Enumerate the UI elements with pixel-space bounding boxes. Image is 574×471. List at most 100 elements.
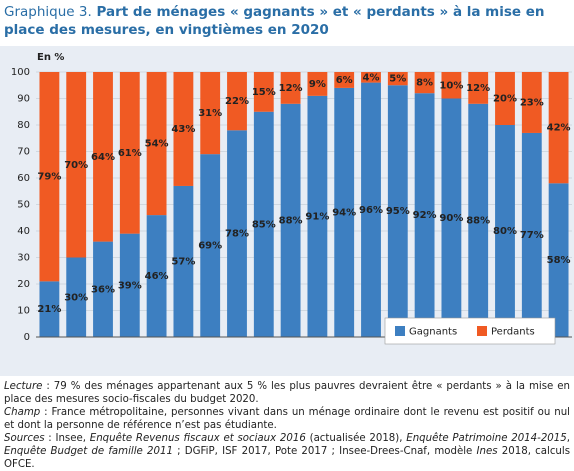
value-label: 61% (118, 148, 142, 159)
bar-segment (93, 72, 113, 242)
value-label: 23% (520, 97, 544, 108)
chart: En % 0 10 20 30 40 50 60 70 80 90 100 21% 79% 30% 70% 3… (0, 46, 574, 376)
note: Sources : Insee, Enquête Revenus fiscaux… (4, 432, 570, 471)
value-label: 30% (64, 292, 88, 303)
value-label: 12% (466, 83, 490, 94)
bar-segment (200, 72, 221, 155)
note-text: Enquête Budget de famille 2011 (4, 446, 173, 457)
note-text: : Insee, (44, 433, 90, 444)
bar-segment (39, 72, 60, 282)
bar-segment (66, 72, 87, 258)
note-text: Champ (4, 407, 41, 418)
y-tick-label: 40 (17, 226, 30, 237)
value-label: 91% (305, 211, 329, 222)
note-text: : 79 % des ménages appartenant aux 5 % l… (4, 381, 570, 405)
title-text: Part de ménages « gagnants » et « perdan… (4, 4, 545, 38)
value-label: 15% (252, 87, 276, 98)
bar-segment (66, 257, 87, 337)
bar-segment (414, 72, 435, 94)
y-tick-label: 0 (24, 332, 30, 343)
note-text: Lecture (4, 381, 43, 392)
bar-segment (495, 72, 515, 125)
bar-segment (39, 281, 60, 337)
value-label: 36% (91, 284, 115, 295)
note-text: ; DGFiP, ISF 2017, Pote 2017 ; Insee-Dre… (172, 446, 477, 457)
y-tick-label: 80 (17, 120, 30, 131)
value-label: 6% (336, 75, 353, 86)
value-label: 12% (279, 83, 303, 94)
bar-segment (307, 72, 328, 96)
y-axis-label: En % (37, 52, 64, 63)
bar-segment (146, 72, 167, 216)
y-tick-label: 70 (17, 147, 30, 158)
legend-label: Perdants (491, 327, 535, 338)
bar-segment (253, 72, 274, 112)
value-label: 57% (171, 256, 195, 267)
value-label: 9% (309, 79, 326, 90)
bar-segment (119, 233, 140, 337)
note-text: (actualisée 2018), (305, 433, 407, 444)
legend-label: Gagnants (409, 327, 457, 338)
value-label: 79% (37, 172, 61, 183)
note: Lecture : 79 % des ménages appartenant a… (4, 380, 570, 406)
bar-segment (307, 95, 328, 337)
y-tick-label: 30 (17, 253, 30, 264)
value-label: 85% (252, 219, 276, 230)
bar-segment (361, 82, 381, 337)
bar-segment (119, 72, 140, 234)
bar-segment (387, 85, 408, 337)
legend: Gagnants Perdants (384, 317, 556, 345)
bar-segment (334, 72, 355, 88)
value-label: 94% (332, 207, 356, 218)
bar-segment (441, 72, 462, 99)
value-label: 42% (547, 123, 571, 134)
bar-segment (227, 130, 247, 337)
note-text: Ines (476, 446, 498, 457)
value-label: 80% (493, 226, 517, 237)
bar-segment (146, 215, 167, 337)
bar-segment (521, 72, 542, 133)
y-tick-label: 60 (17, 173, 30, 184)
value-label: 21% (37, 304, 61, 315)
value-label: 64% (91, 152, 115, 163)
y-tick-label: 100 (11, 67, 30, 78)
value-label: 77% (520, 230, 544, 241)
value-label: 58% (547, 255, 571, 266)
bar-segment (227, 72, 247, 131)
bar-segment (173, 72, 194, 186)
value-label: 96% (359, 205, 383, 216)
bar-segment (200, 154, 221, 337)
value-label: 20% (493, 94, 517, 105)
value-label: 10% (439, 80, 463, 91)
bar-segment (334, 87, 355, 338)
value-label: 8% (416, 78, 433, 89)
value-label: 22% (225, 96, 249, 107)
value-label: 88% (466, 215, 490, 226)
legend-swatch (477, 326, 487, 336)
value-label: 39% (118, 280, 142, 291)
value-label: 95% (386, 206, 410, 217)
value-label: 90% (439, 213, 463, 224)
value-label: 69% (198, 241, 222, 252)
bar-segment (414, 93, 435, 337)
notes: Lecture : 79 % des ménages appartenant a… (4, 380, 570, 471)
title: Graphique 3. Part de ménages « gagnants … (4, 3, 570, 39)
value-label: 88% (279, 215, 303, 226)
bar-segment (441, 98, 462, 337)
note-text: , (566, 433, 571, 444)
bar-segment (468, 103, 489, 337)
y-tick-label: 50 (17, 200, 30, 211)
bar-segment (173, 185, 194, 337)
y-tick-label: 10 (17, 306, 30, 317)
bar-segment (280, 72, 301, 104)
y-tick-label: 20 (17, 279, 30, 290)
bar-segment (468, 72, 489, 104)
note-text: Sources (4, 433, 45, 444)
title-label: Graphique 3. (4, 4, 92, 20)
bar-segment (93, 241, 113, 337)
bar-segment (521, 132, 542, 337)
note-text: : France métropolitaine, personnes vivan… (4, 407, 570, 431)
value-label: 43% (171, 124, 195, 135)
bar-segment (548, 72, 569, 184)
